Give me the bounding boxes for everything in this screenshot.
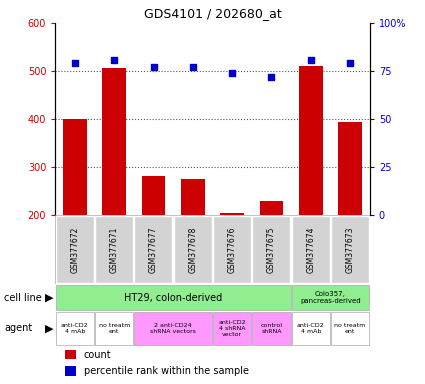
Point bbox=[71, 60, 78, 66]
Bar bbox=[95, 312, 133, 345]
Bar bbox=[213, 216, 251, 283]
Point bbox=[268, 74, 275, 80]
Bar bbox=[102, 68, 126, 215]
Bar bbox=[56, 285, 291, 310]
Text: GSM377676: GSM377676 bbox=[228, 226, 237, 273]
Text: GSM377674: GSM377674 bbox=[306, 226, 315, 273]
Text: no treatm
ent: no treatm ent bbox=[334, 323, 366, 334]
Bar bbox=[220, 213, 244, 215]
Bar bbox=[331, 216, 369, 283]
Text: GSM377678: GSM377678 bbox=[188, 227, 197, 273]
Bar bbox=[252, 312, 291, 345]
Text: HT29, colon-derived: HT29, colon-derived bbox=[124, 293, 222, 303]
Bar bbox=[173, 216, 212, 283]
Point bbox=[190, 64, 196, 70]
Bar bbox=[292, 312, 330, 345]
Bar bbox=[338, 122, 362, 215]
Bar bbox=[56, 216, 94, 283]
Text: anti-CD2
4 mAb: anti-CD2 4 mAb bbox=[297, 323, 325, 334]
Bar bbox=[65, 366, 76, 376]
Bar bbox=[299, 66, 323, 215]
Text: percentile rank within the sample: percentile rank within the sample bbox=[84, 366, 249, 376]
Text: ▶: ▶ bbox=[45, 293, 53, 303]
Bar bbox=[213, 312, 252, 345]
Text: agent: agent bbox=[4, 323, 32, 333]
Bar bbox=[292, 285, 369, 310]
Text: cell line: cell line bbox=[4, 293, 42, 303]
Point bbox=[347, 60, 354, 66]
Text: no treatm
ent: no treatm ent bbox=[99, 323, 130, 334]
Point bbox=[111, 56, 118, 63]
Text: anti-CD2
4 mAb: anti-CD2 4 mAb bbox=[61, 323, 89, 334]
Bar bbox=[134, 216, 173, 283]
Text: control
shRNA: control shRNA bbox=[261, 323, 283, 334]
Bar bbox=[95, 216, 133, 283]
Text: 2 anti-CD24
shRNA vectors: 2 anti-CD24 shRNA vectors bbox=[150, 323, 196, 334]
Text: GSM377672: GSM377672 bbox=[71, 227, 79, 273]
Title: GDS4101 / 202680_at: GDS4101 / 202680_at bbox=[144, 7, 281, 20]
Text: GSM377677: GSM377677 bbox=[149, 226, 158, 273]
Bar bbox=[331, 312, 369, 345]
Point bbox=[229, 70, 235, 76]
Text: GSM377675: GSM377675 bbox=[267, 226, 276, 273]
Point bbox=[150, 64, 157, 70]
Text: count: count bbox=[84, 349, 111, 359]
Text: GSM377673: GSM377673 bbox=[346, 226, 354, 273]
Text: GSM377671: GSM377671 bbox=[110, 227, 119, 273]
Bar bbox=[142, 176, 165, 215]
Bar bbox=[63, 119, 87, 215]
Text: Colo357,
pancreas-derived: Colo357, pancreas-derived bbox=[300, 291, 361, 304]
Bar bbox=[56, 312, 94, 345]
Text: ▶: ▶ bbox=[45, 323, 53, 333]
Bar bbox=[252, 216, 290, 283]
Bar bbox=[260, 201, 283, 215]
Bar bbox=[292, 216, 330, 283]
Point bbox=[307, 56, 314, 63]
Text: anti-CD2
4 shRNA
vector: anti-CD2 4 shRNA vector bbox=[218, 320, 246, 337]
Bar bbox=[134, 312, 212, 345]
Bar bbox=[181, 179, 204, 215]
Bar bbox=[65, 350, 76, 359]
